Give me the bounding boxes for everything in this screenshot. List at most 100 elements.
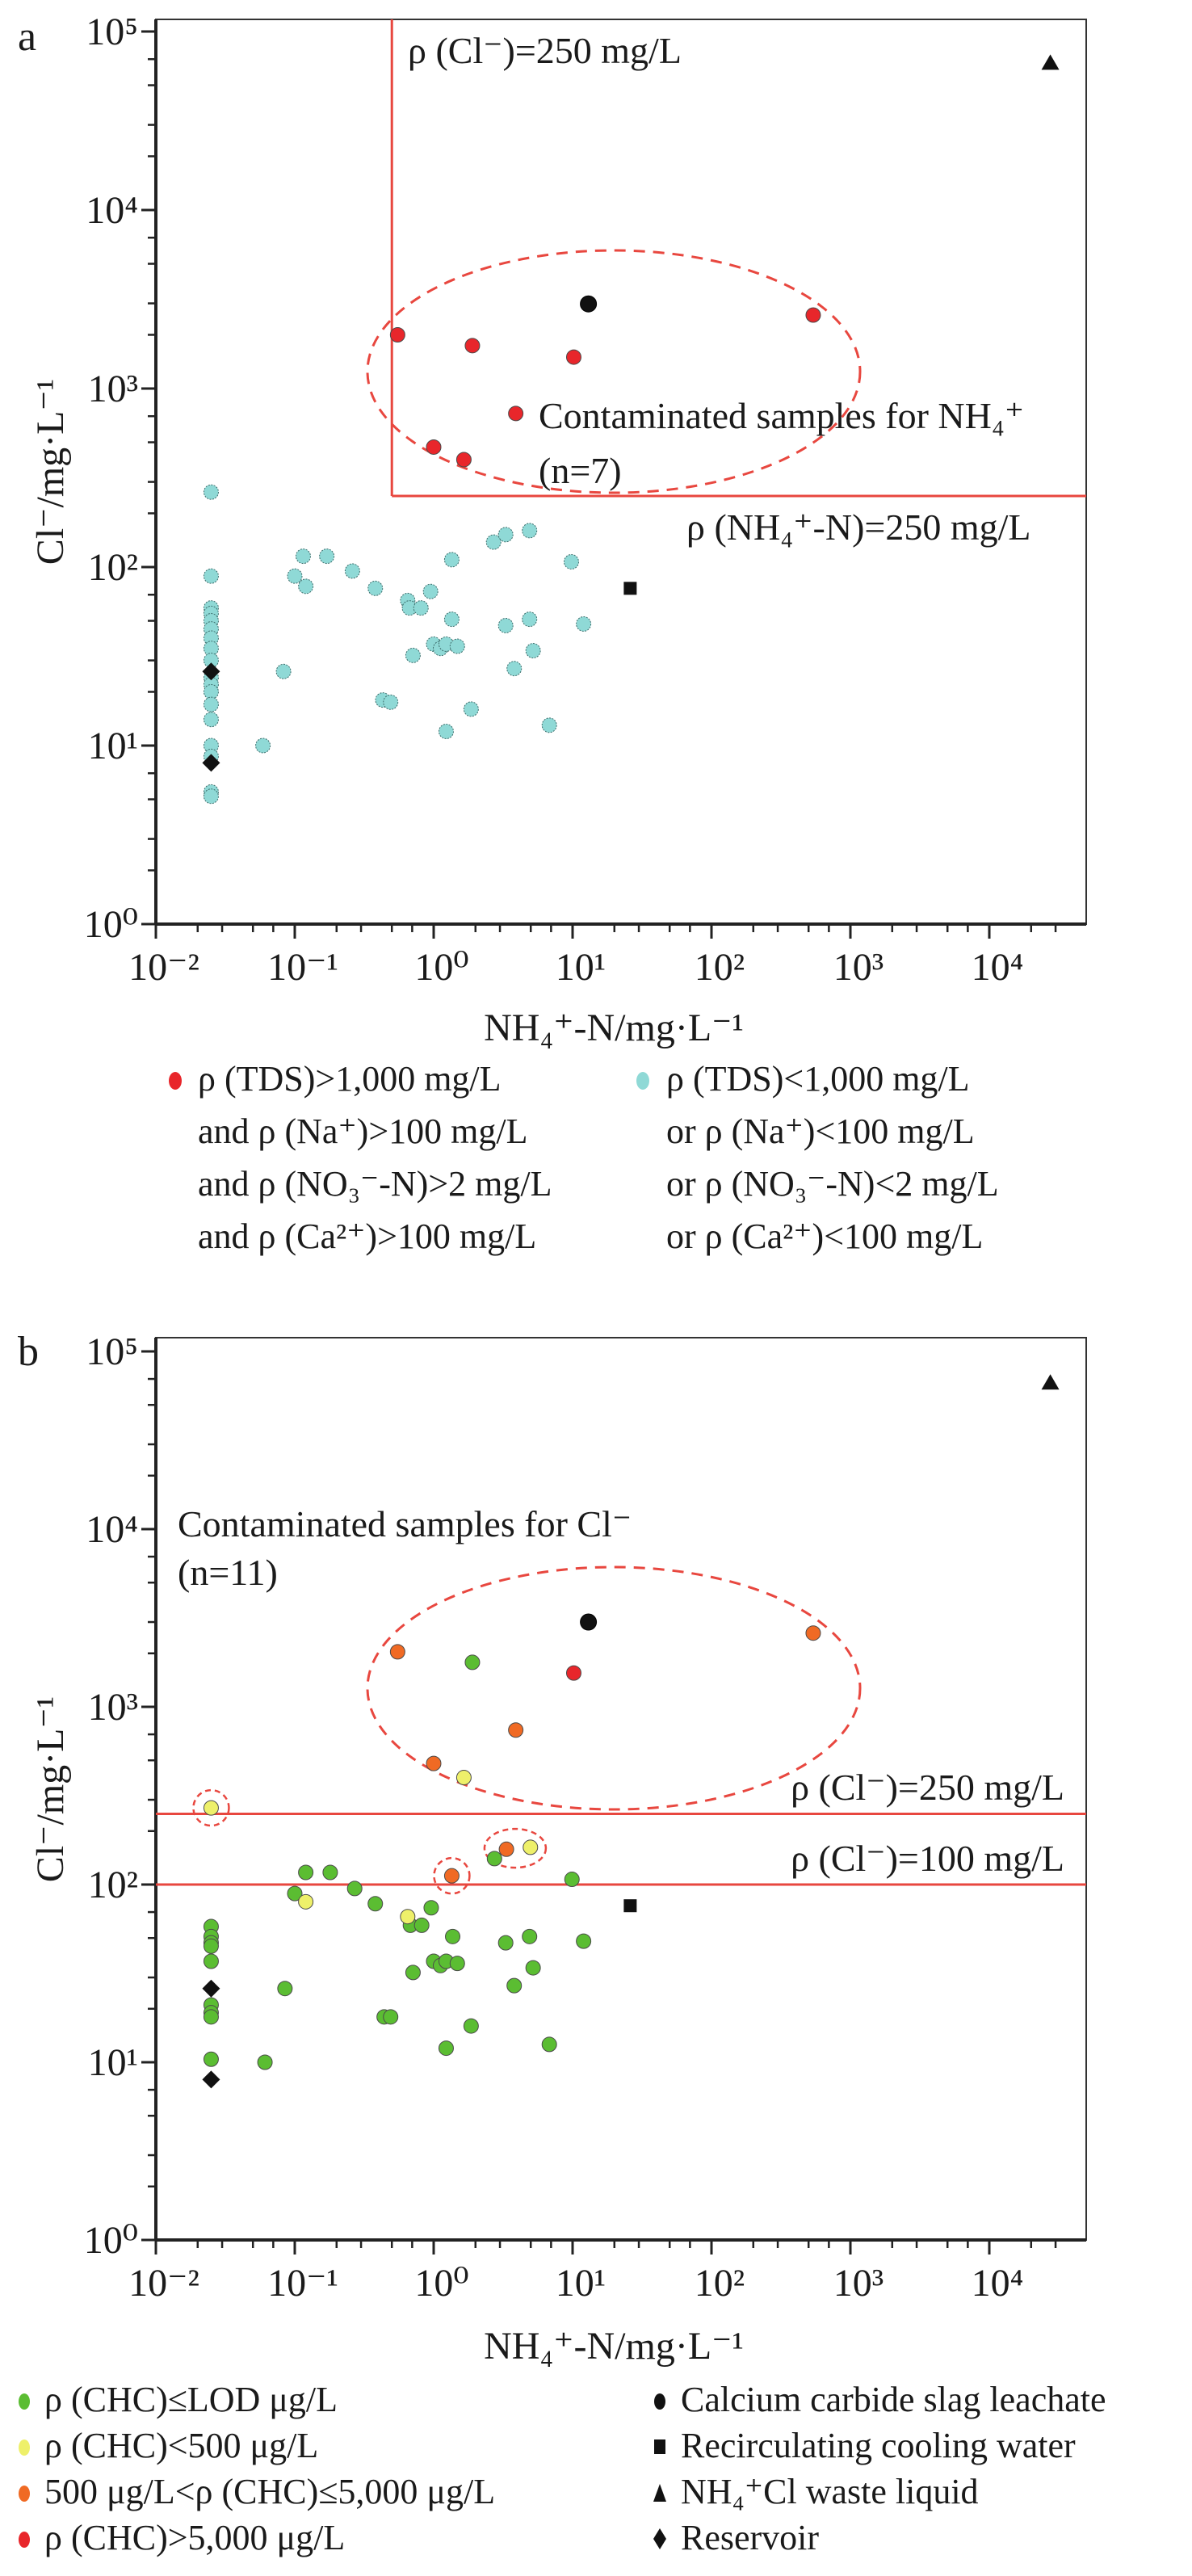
highlight-circle (433, 1856, 471, 1895)
data-point-cyan (443, 552, 460, 568)
x-tick-label: 10⁻¹ (267, 946, 338, 989)
legend-entry-text: ρ (TDS)>1,000 mg/L (198, 1059, 502, 1099)
y-axis-title-b: Cl⁻/mg·L⁻¹ (29, 1696, 72, 1882)
x-tick-label: 10² (695, 2262, 745, 2305)
data-point-triangle (1041, 54, 1060, 70)
x-tick-label: 10³ (833, 2262, 884, 2305)
legend-entry-text: ρ (TDS)<1,000 mg/L (666, 1059, 970, 1099)
y-tick-label: 10⁵ (86, 11, 138, 53)
legend-b: ρ (CHC)≤LOD μg/L ρ (CHC)<500 μg/L 500 μg/L… (19, 2380, 1106, 2557)
legend-entry-text: NH₄⁺Cl waste liquid (681, 2472, 979, 2511)
data-point-green (525, 1960, 541, 1976)
data-point-cyan (525, 643, 541, 659)
data-point-cyan (438, 724, 454, 740)
legend-marker-circle (19, 2439, 30, 2456)
x-tick-label: 10⁴ (972, 2262, 1024, 2305)
data-point-cyan (295, 548, 311, 565)
x-tick-label: 10² (695, 946, 745, 989)
y-tick-label: 10³ (88, 368, 138, 410)
annotation-contaminated-b: Contaminated samples for Cl⁻ (178, 1503, 632, 1544)
data-point-cyan (383, 694, 399, 710)
legend-marker-circle (19, 2393, 30, 2410)
legend-marker-circle (19, 2486, 30, 2502)
contaminated-samples-ellipse (366, 1565, 862, 1811)
data-point-orange (508, 1722, 524, 1738)
data-point-red (389, 326, 405, 342)
data-point-green (564, 1872, 580, 1888)
data-point-cyan (497, 527, 514, 543)
data-point-cyan (367, 580, 384, 596)
legend-entry-text: or ρ (Ca²⁺)<100 mg/L (666, 1217, 983, 1256)
x-tick-label: 10¹ (556, 2262, 606, 2305)
data-point-orange (426, 1755, 442, 1771)
data-point-cyan (485, 534, 502, 550)
y-tick-label: 10⁰ (84, 2219, 138, 2262)
legend-entry-text: Reservoir (681, 2518, 819, 2557)
legend-entry-text: and ρ (Na⁺)>100 mg/L (198, 1112, 527, 1151)
x-tick-label: 10⁰ (414, 2262, 468, 2305)
legend-entry-text: or ρ (NO₃⁻-N)<2 mg/L (666, 1164, 999, 1204)
ref-line-label-250-b: ρ (Cl⁻)=250 mg/L (791, 1767, 1064, 1808)
x-tick-label: 10⁴ (972, 946, 1024, 989)
data-point-green (346, 1881, 363, 1897)
data-point-yellow (298, 1893, 314, 1910)
legend-entry-text: and ρ (NO₃⁻-N)>2 mg/L (198, 1164, 552, 1204)
legend-entry-text: and ρ (Ca²⁺)>100 mg/L (198, 1217, 536, 1256)
data-point-green (438, 2040, 454, 2057)
data-point-green (405, 1965, 421, 1981)
data-point-cyan (522, 611, 538, 628)
data-point-orange (443, 1868, 460, 1884)
panel-label-a: a (18, 14, 36, 60)
data-point-cyan (203, 568, 219, 584)
data-point-cyan (203, 712, 219, 728)
data-point-green (423, 1900, 439, 1916)
y-tick-label: 10¹ (88, 2041, 138, 2084)
data-point-cyan (287, 568, 303, 584)
data-point-yellow (203, 1800, 219, 1816)
data-point-green (383, 2009, 399, 2025)
data-point-green (522, 1928, 538, 1944)
y-tick-label: 10⁵ (86, 1330, 138, 1373)
data-point-diamond (202, 2070, 220, 2089)
data-point-cyan (506, 661, 523, 677)
data-point-diamond (202, 754, 220, 772)
legend-entry-text: Calcium carbide slag leachate (681, 2380, 1106, 2419)
data-point-orange (389, 1644, 405, 1660)
data-point-cyan (203, 484, 219, 500)
x-tick-label: 10⁰ (414, 946, 468, 989)
data-point-green (541, 2036, 557, 2053)
x-tick-label: 10⁻¹ (267, 2262, 338, 2305)
y-tick-label: 10³ (88, 1686, 138, 1729)
x-tick-label: 10⁻² (128, 946, 199, 989)
data-point-green (277, 1981, 293, 1997)
data-point-red (426, 439, 442, 455)
legend-marker-cyan (636, 1072, 649, 1090)
annotation-count-b: (n=11) (178, 1552, 278, 1593)
data-point-green (203, 2009, 219, 2025)
x-axis-title-a: NH₄⁺-N/mg·L⁻¹ (484, 1006, 744, 1049)
data-point-green (287, 1885, 303, 1902)
data-point-cyan (203, 788, 219, 805)
legend-entry-text: ρ (CHC)≤LOD μg/L (44, 2380, 338, 2419)
data-point-green (445, 1928, 461, 1944)
data-point-cyan (576, 616, 592, 632)
data-point-green (257, 2054, 273, 2070)
data-point-cyan (298, 578, 314, 595)
legend-marker-circle (19, 2532, 30, 2548)
legend-entry-text: ρ (CHC)>5,000 μg/L (44, 2518, 345, 2557)
data-point-black (580, 1613, 598, 1631)
ref-line-label-100-b: ρ (Cl⁻)=100 mg/L (791, 1838, 1064, 1879)
data-point-cyan (497, 617, 514, 633)
data-point-black (580, 295, 598, 313)
data-point-orange (498, 1841, 514, 1857)
data-point-square (623, 582, 637, 595)
data-point-cyan (203, 696, 219, 712)
data-point-red (464, 338, 481, 354)
data-point-orange (805, 1625, 821, 1641)
annotation-count-a: (n=7) (539, 450, 622, 491)
data-point-green (497, 1935, 514, 1951)
legend-marker-square (654, 2439, 665, 2454)
data-point-green (322, 1864, 338, 1881)
x-tick-label: 10¹ (556, 946, 606, 989)
